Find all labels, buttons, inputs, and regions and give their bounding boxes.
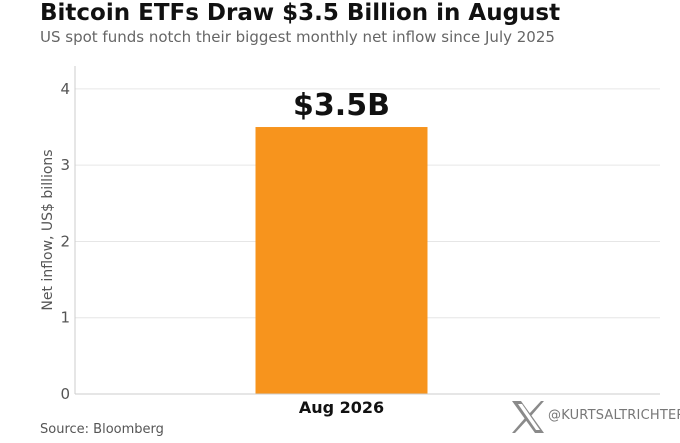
source-note: Source: Bloomberg bbox=[40, 422, 164, 437]
x-tick-label: Aug 2026 bbox=[299, 398, 384, 417]
y-axis-label: Net inflow, US$ billions bbox=[40, 149, 56, 310]
watermark-handle: @KURTSALTRICHTER bbox=[548, 408, 680, 423]
x-logo-icon bbox=[512, 401, 544, 433]
chart-subtitle: US spot funds notch their biggest monthl… bbox=[40, 28, 555, 46]
y-tick-label: 1 bbox=[60, 309, 70, 327]
y-tick-label: 2 bbox=[60, 232, 70, 250]
y-tick-label: 4 bbox=[60, 80, 70, 98]
y-tick-label: 0 bbox=[60, 385, 70, 403]
bar-data-label: $3.5B bbox=[293, 88, 390, 123]
y-tick-label: 3 bbox=[60, 156, 70, 174]
chart-title: Bitcoin ETFs Draw $3.5 Billion in August bbox=[40, 0, 561, 26]
bar bbox=[255, 127, 428, 394]
